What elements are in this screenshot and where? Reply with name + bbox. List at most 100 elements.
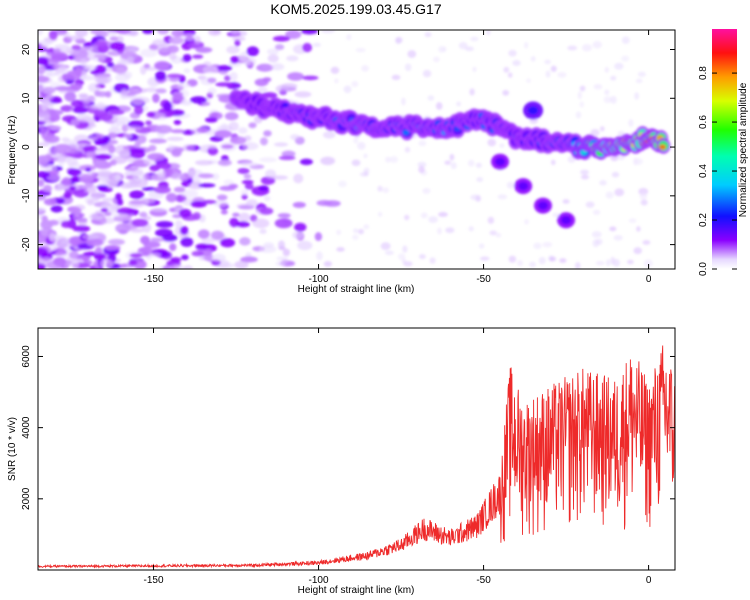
spectral-blob (397, 253, 406, 260)
spectral-blob (38, 65, 46, 75)
spectral-blob (267, 54, 279, 63)
y-tick-label: 0 (21, 144, 32, 150)
spectral-blob (156, 170, 166, 178)
spectral-blob (182, 144, 195, 152)
spectral-blob (470, 36, 479, 42)
spectral-blob (109, 41, 126, 51)
spectral-blob (159, 264, 172, 269)
spectral-blob (292, 231, 304, 240)
spectral-blob (47, 170, 60, 175)
x-tick-label: -150 (144, 575, 164, 586)
spectral-blob (89, 104, 107, 110)
spectral-blob (507, 72, 513, 78)
spectral-blob (64, 91, 77, 102)
spectral-blob (272, 35, 291, 42)
spectral-blob (168, 36, 185, 45)
spectral-blob (69, 49, 80, 56)
snr-series-line (38, 345, 675, 569)
spectral-blob (351, 159, 361, 167)
spectral-blob (66, 35, 84, 41)
spectral-blob (395, 36, 403, 44)
spectral-blob (43, 198, 58, 206)
spectral-blob (66, 157, 79, 166)
spectral-blob (320, 156, 336, 166)
spectral-blob (404, 214, 410, 221)
spectral-blob (575, 111, 582, 119)
spectral-blob (52, 257, 67, 267)
spectral-blob (228, 183, 239, 189)
spectral-blob (85, 167, 92, 172)
spectral-blob (194, 159, 213, 166)
spectral-blob (108, 127, 122, 134)
spectral-blob (561, 216, 572, 225)
spectral-blob (438, 212, 448, 217)
spectral-blob (252, 218, 270, 229)
spectral-blob (154, 185, 171, 194)
spectral-blob (352, 234, 359, 241)
spectral-blob (171, 30, 185, 38)
spectral-blob (240, 189, 249, 196)
spectral-blob (611, 171, 620, 178)
spectral-blob (67, 168, 82, 177)
spectral-blob (114, 73, 130, 82)
spectral-blob (404, 63, 412, 72)
spectral-blob (429, 257, 436, 264)
spectral-blob (242, 142, 259, 150)
spectral-blob (246, 46, 259, 57)
spectral-blob (208, 30, 222, 36)
spectral-blob (195, 46, 213, 53)
spectral-blob (116, 67, 127, 76)
spectral-blob (104, 245, 121, 251)
colorbar-tick-label: 0.8 (698, 66, 709, 80)
spectral-blob (322, 131, 336, 139)
spectrogram-frame (37, 29, 676, 270)
spectral-blob (336, 229, 342, 235)
spectral-blob (229, 30, 248, 37)
spectral-blob (235, 221, 250, 228)
spectral-blob (217, 262, 235, 269)
spectral-blob (76, 113, 92, 123)
spectral-blob (211, 112, 219, 118)
spectral-blob (129, 228, 145, 233)
spectral-blob (635, 78, 643, 84)
spectral-blob (167, 45, 179, 53)
spectral-blob (353, 228, 359, 234)
spectral-blob (357, 228, 365, 235)
spectral-blob (487, 138, 497, 147)
spectral-blob (604, 89, 610, 95)
spectral-blob (50, 52, 68, 61)
spectral-blob (38, 155, 50, 165)
spectral-blob (140, 65, 147, 75)
spectral-blob (301, 30, 318, 35)
spectral-blob (38, 234, 46, 244)
spectral-blob (278, 240, 285, 250)
spectral-blob (220, 209, 228, 215)
spectral-blob (41, 102, 48, 111)
spectral-blob (610, 75, 617, 81)
spectral-blob (628, 218, 637, 223)
spectral-blob (418, 165, 425, 174)
spectral-blob (86, 50, 97, 61)
spectral-blob (294, 222, 307, 232)
spectral-blob (593, 84, 603, 90)
spectral-blob (149, 164, 161, 172)
spectral-blob (70, 99, 85, 108)
spectral-blob (361, 65, 369, 72)
spectral-blob (204, 117, 218, 123)
spectral-blob (214, 130, 233, 139)
spectral-blob (38, 171, 50, 179)
spectral-blob (445, 227, 455, 234)
spectral-blob (210, 230, 225, 240)
spectral-blob (229, 71, 238, 81)
spectral-blob (609, 226, 617, 232)
spectral-blob (468, 226, 474, 232)
y-tick-label: 20 (21, 44, 32, 56)
spectral-blob (90, 30, 103, 35)
spectral-blob (273, 142, 289, 147)
spectral-blob (433, 56, 440, 63)
spectral-blob (610, 95, 617, 104)
spectral-blob (116, 198, 124, 206)
spectral-blob (48, 30, 58, 40)
spectrogram-y-axis-label: Frequency (Hz) (7, 116, 18, 185)
spectral-blob (140, 48, 158, 58)
